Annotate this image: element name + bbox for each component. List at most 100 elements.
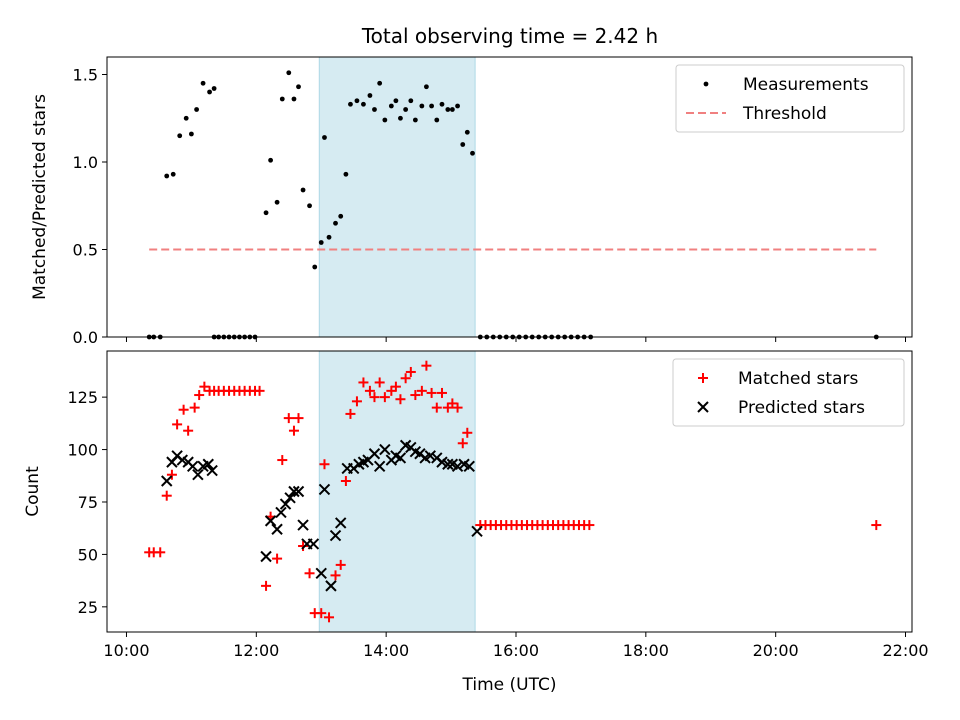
ratio-series-measurements-point (424, 84, 429, 90)
count-legend-swatch (698, 373, 708, 383)
count-series-matched-stars-point (457, 438, 468, 449)
ratio-series-measurements-point (429, 103, 434, 109)
count-series-predicted-stars-point (271, 523, 283, 535)
count-y-tick-label: 75 (78, 493, 98, 512)
count-legend: Matched stars Predicted stars (672, 358, 905, 427)
count-series-matched-stars-point (584, 520, 595, 531)
ratio-series-measurements-point (183, 115, 189, 121)
count-x-tick-label: 14:00 (363, 641, 409, 660)
count-series-predicted-stars-point-b (260, 550, 272, 563)
ratio-series-measurements-point (343, 171, 349, 177)
count-series-predicted-stars-point (394, 452, 407, 464)
ratio-series-measurements-point (338, 213, 344, 219)
count-series-predicted-stars-point-b (284, 492, 296, 504)
count-series-predicted-stars-point-b (442, 458, 454, 470)
count-x-tick-label: 22:00 (882, 641, 928, 660)
count-series-predicted-stars-point-b (307, 538, 320, 550)
count-series-predicted-stars-point (451, 460, 464, 473)
ratio-series-measurements-point (194, 107, 199, 112)
ratio-x-ticks (125, 337, 907, 342)
count-series-predicted-stars-point-b (176, 454, 189, 466)
count-x-tick-label: 18:00 (623, 641, 669, 660)
count-series-predicted-stars-point (161, 475, 173, 487)
ratio-series-measurements-point (286, 70, 292, 76)
count-series-matched-stars-point (345, 408, 356, 419)
count-series-matched-stars-point (340, 476, 351, 487)
count-series-matched-stars-point (374, 377, 385, 388)
count-y-axis-label: Count (23, 466, 43, 517)
count-series-predicted-stars-point-b (373, 460, 386, 473)
count-y-tick-label: 100 (67, 441, 98, 460)
count-series-matched-stars-point (319, 459, 330, 470)
count-series-predicted-stars-point-b (161, 475, 173, 487)
count-series-predicted-stars-point-b (271, 523, 283, 535)
count-series-matched-stars-point (178, 404, 189, 415)
ratio-series-measurements-point (188, 131, 194, 137)
count-series-predicted-stars-point (186, 460, 199, 473)
ratio-series-measurements-point (279, 96, 285, 102)
count-panel: 10:00 12:00 14:00 16:00 18:00 20:00 22:00 25 50… (23, 350, 929, 695)
ratio-marks (146, 70, 879, 340)
count-series-matched-stars-point (316, 608, 327, 619)
count-series-matched-stars-point (324, 612, 335, 623)
count-x-tick-label: 20:00 (753, 641, 799, 660)
count-series-predicted-stars-point-b (297, 519, 309, 531)
count-series-matched-stars (144, 360, 882, 623)
count-series-matched-stars-point (283, 413, 294, 424)
count-series-matched-stars-point (172, 419, 183, 430)
count-legend-box (672, 358, 905, 427)
count-series-predicted-stars-point-b (409, 445, 422, 458)
ratio-series-measurements-point (412, 117, 418, 123)
ratio-series-measurements-point (300, 187, 306, 193)
ratio-series-measurements-point (460, 142, 466, 147)
count-series-predicted-stars-point (307, 538, 320, 550)
count-series-predicted-stars-point (329, 529, 342, 542)
count-series-matched-stars-point (358, 377, 369, 388)
count-series-predicted-stars-point-b (202, 458, 214, 470)
ratio-panel: 0.0 0.5 1.0 1.5 Matched/Predicted stars Mea… (30, 56, 913, 347)
ratio-series-measurements-point (470, 150, 475, 156)
ratio-series-measurements-point (419, 103, 425, 109)
count-series-predicted-stars-point (275, 506, 287, 519)
count-series-predicted-stars-point-b (288, 485, 300, 498)
count-series-predicted-stars-point-b (390, 450, 402, 462)
count-series-matched-stars-point (199, 381, 210, 392)
count-axes-frame (106, 350, 913, 633)
ratio-series-measurements-point (348, 101, 353, 107)
count-x-ticks: 10:00 12:00 14:00 16:00 18:00 20:00 22:00 (103, 632, 929, 660)
count-series-predicted-stars-point (297, 519, 309, 531)
ratio-series-measurements-point (322, 135, 327, 140)
count-series-predicted-stars-point-b (399, 439, 412, 452)
count-series-matched-stars-point (189, 402, 200, 413)
count-series-predicted-stars-point-b (424, 450, 437, 462)
count-series-predicted-stars-point (288, 485, 300, 498)
ratio-series-measurements-point (449, 107, 455, 112)
count-series-predicted-stars-point-b (186, 460, 199, 473)
count-series-matched-stars-point (369, 392, 380, 403)
count-legend-swatch (697, 401, 709, 413)
count-series-matched-stars-point (405, 366, 416, 377)
count-series-matched-stars-point (194, 390, 205, 401)
count-y-ticks: 25 50 75 100 125 (67, 388, 107, 617)
count-series-predicted-stars-point-b (275, 506, 287, 519)
count-series-predicted-stars-point-b (463, 460, 475, 473)
count-series-predicted-stars-point-b (471, 525, 483, 538)
count-series-matched-stars-point (351, 396, 362, 407)
count-series-predicted-stars-point-b (451, 460, 464, 473)
count-x-axis-label: Time (UTC) (462, 675, 557, 695)
ratio-series-measurements-point (170, 171, 176, 177)
ratio-legend-box (675, 64, 905, 133)
ratio-series-measurements-point (464, 129, 470, 135)
ratio-series-measurements-point (382, 117, 388, 123)
ratio-series-measurements-point (296, 84, 301, 90)
ratio-series-measurements-point (434, 117, 440, 123)
count-series-matched-stars-point (400, 373, 411, 384)
ratio-series-measurements-point (291, 96, 297, 102)
count-series-predicted-stars-point (379, 443, 391, 456)
ratio-series-measurements-point (307, 203, 312, 209)
count-series-matched-stars-point (330, 570, 341, 581)
count-legend-swatch-b (697, 401, 709, 413)
count-legend-label: Predicted stars (738, 398, 865, 418)
ratio-legend-label: Measurements (743, 75, 869, 95)
